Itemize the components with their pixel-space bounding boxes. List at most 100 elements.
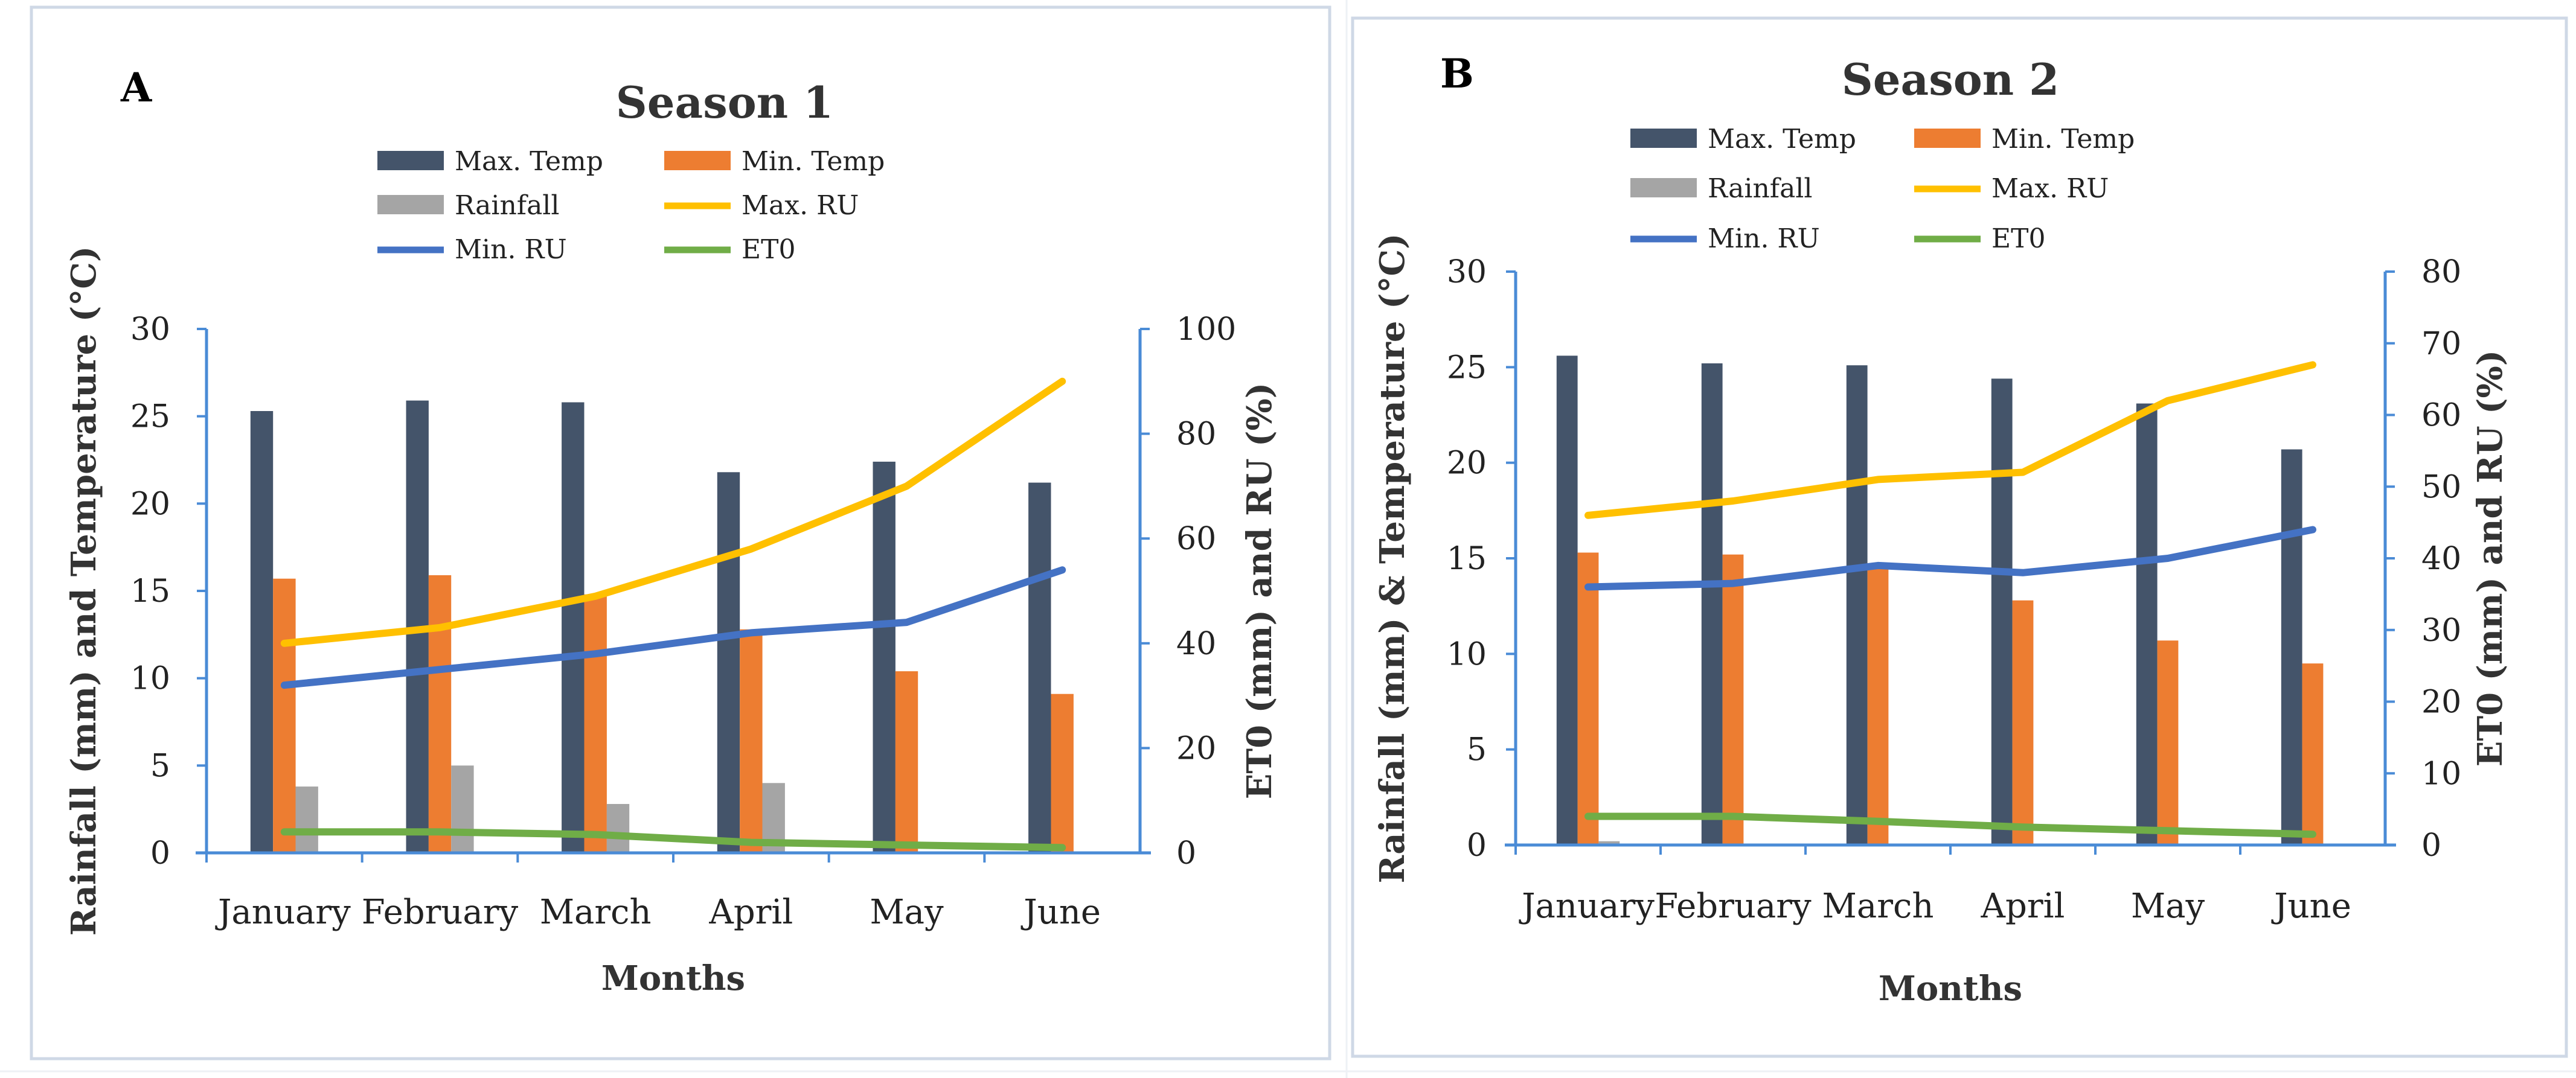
y2-tick-label: 70 [2421,326,2461,362]
x-tick-label-april: April [708,893,793,932]
y-tick-label: 20 [130,486,170,522]
x-tick-label-june: June [1020,893,1101,932]
y2-tick-label: 20 [2421,684,2461,721]
legend-label-max-temp: Max. Temp [455,146,603,177]
bar-min-temp-february [1722,554,1744,845]
line-max-ru [280,377,1066,647]
line-min-ru [280,566,1066,689]
y2-tick-label: 30 [2421,613,2461,649]
legend-swatch-max-temp [1630,129,1697,148]
x-axis-title: Months [1879,969,2022,1009]
x-tick-label-january: January [1519,887,1655,926]
y-tick-label: 10 [1447,636,1487,672]
legend-swatch-max-temp [377,151,444,170]
bar-rainfall-january [295,786,318,853]
legend-swatch-rainfall [377,195,444,214]
bar-min-temp-april [2012,600,2034,845]
bar-min-temp-may [2157,640,2179,845]
y-tick-label: 30 [130,311,170,348]
bar-min-temp-march [584,594,607,853]
bar-max-temp-january [250,411,274,853]
y2-tick-label: 60 [2421,398,2461,434]
y2-tick-label: 50 [2421,469,2461,505]
y-tick-label: 0 [150,835,170,872]
y2-tick-label: 60 [1176,521,1216,557]
legend-label-et0: ET0 [1991,223,2045,254]
y2-tick-label: 40 [2421,541,2461,577]
bar-min-temp-may [895,671,918,853]
x-tick-label-april: April [1981,887,2065,926]
bar-min-temp-june [1051,694,1074,853]
y2-axis-title: ET0 (mm) and RU (%) [2470,350,2510,767]
chart-title: Season 1 [616,77,834,128]
legend-swatch-min-temp [1914,129,1981,148]
x-tick-label-february: February [1655,887,1812,926]
legend-label-min-ru: Min. RU [455,234,567,265]
legend-label-max-temp: Max. Temp [1708,124,1856,155]
y-tick-label: 30 [1447,254,1487,290]
line-min-ru [1584,526,2316,591]
legend-label-min-ru: Min. RU [1708,223,1820,254]
bar-max-temp-february [1701,363,1723,845]
y2-tick-label: 20 [1176,730,1216,767]
y-tick-label: 0 [1467,828,1487,864]
bar-min-temp-march [1867,567,1889,845]
y2-tick-label: 80 [2421,254,2461,290]
bar-max-temp-may [873,461,896,853]
legend-label-et0: ET0 [742,234,795,265]
y2-tick-label: 100 [1176,311,1236,348]
y-tick-label: 10 [130,661,170,697]
panel-label: B [1440,50,1474,97]
x-tick-label-march: March [1822,887,1934,926]
y2-tick-label: 0 [2421,828,2441,864]
y2-tick-label: 0 [1176,835,1196,872]
y-tick-label: 25 [130,399,170,435]
y-tick-label: 25 [1447,349,1487,386]
x-axis-title: Months [601,958,745,998]
x-tick-label-may: May [2131,887,2205,926]
bar-min-temp-january [273,578,296,853]
bar-max-temp-april [1991,378,2013,845]
bar-rainfall-january [1598,841,1620,845]
line-max-ru [1584,361,2316,519]
chart-title: Season 2 [1842,54,2060,105]
y2-axis-title: ET0 (mm) and RU (%) [1240,383,1280,800]
y-tick-label: 5 [150,748,170,784]
line-et0 [280,828,1066,852]
legend-label-rainfall: Rainfall [1708,173,1812,204]
bar-max-temp-january [1556,356,1578,845]
y-tick-label: 15 [130,573,170,610]
x-tick-label-june: June [2271,887,2351,926]
legend-label-min-temp: Min. Temp [1991,124,2135,155]
panel-a-frame [30,5,1331,1060]
x-tick-label-february: February [362,893,519,932]
bar-rainfall-march [606,804,630,853]
chart-season-1: A Season 1 Max. Temp Min. Temp Rainfall Max. … [64,64,1280,998]
y2-tick-label: 80 [1176,416,1216,453]
bar-max-temp-june [1028,482,1051,853]
legend-swatch-min-temp [664,151,731,170]
legend-label-rainfall: Rainfall [455,190,559,221]
y-tick-label: 20 [1447,445,1487,482]
line-et0 [1584,812,2316,838]
legend-swatch-rainfall [1630,178,1697,197]
legend-label-min-temp: Min. Temp [742,146,885,177]
y-tick-label: 5 [1467,732,1487,768]
legend-label-max-ru: Max. RU [742,190,859,221]
x-tick-label-january: January [215,893,351,932]
y-tick-label: 15 [1447,541,1487,577]
legend-label-max-ru: Max. RU [1991,173,2109,204]
bar-min-temp-february [428,575,452,853]
chart-season-2: B Season 2 Max. Temp Min. Temp Rainfall Max. … [1373,50,2510,1009]
bar-max-temp-march [1846,365,1868,845]
bar-max-temp-may [2136,403,2158,845]
x-tick-label-may: May [870,893,944,932]
bar-max-temp-april [717,472,740,853]
y2-tick-label: 40 [1176,626,1216,662]
bar-min-temp-april [740,629,763,853]
bar-max-temp-june [2281,449,2302,845]
y-axis-title: Rainfall (mm) & Temperature (°C) [1373,233,1412,883]
bar-min-temp-june [2302,663,2324,845]
